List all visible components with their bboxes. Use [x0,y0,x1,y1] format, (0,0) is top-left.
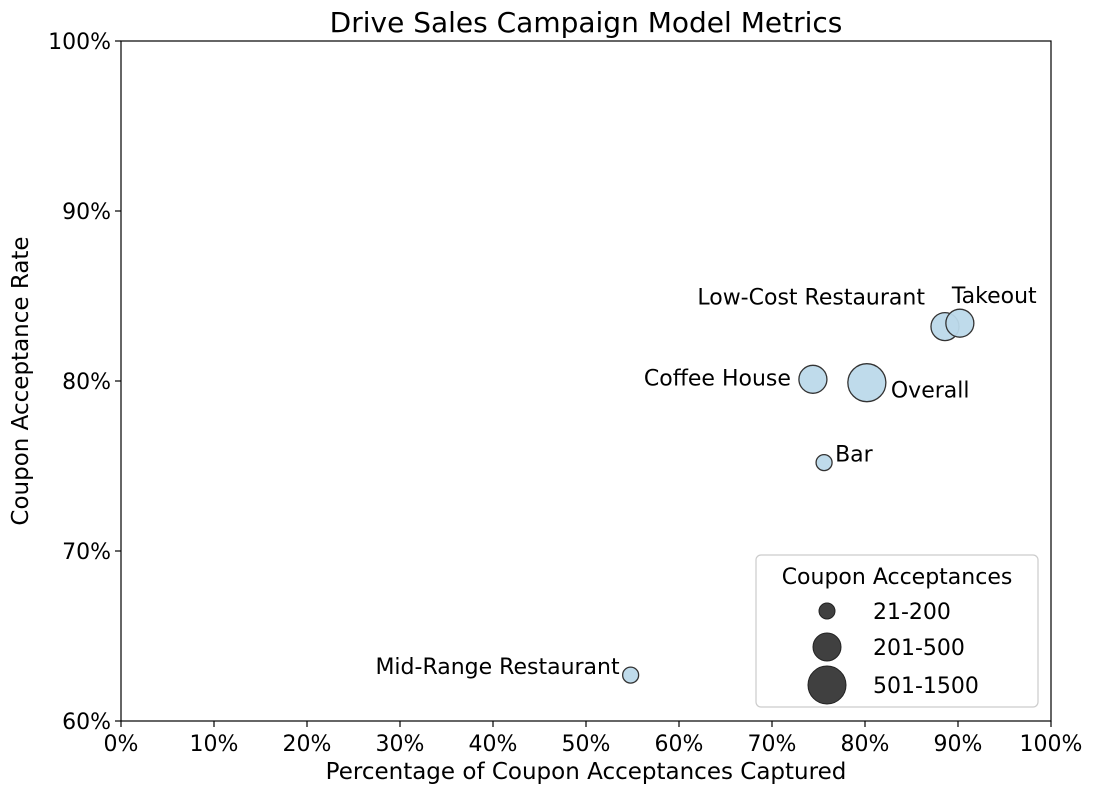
x-tick-label: 60% [655,732,704,757]
y-tick-label: 90% [62,200,111,225]
x-tick-label: 0% [104,732,139,757]
legend-entries: 21-200 201-500 501-1500 [807,600,979,705]
legend-marker [818,602,836,620]
data-points: Low-Cost Restaurant Takeout Coffee House Ov… [375,284,1037,684]
legend-label: 21-200 [873,600,951,625]
y-tick-label: 60% [62,710,111,735]
point-label: Low-Cost Restaurant [697,286,925,311]
x-axis-title: Percentage of Coupon Acceptances Capture… [326,759,847,785]
y-tick-label: 80% [62,370,111,395]
point-label: Bar [835,443,874,468]
x-tick-label: 90% [934,732,983,757]
legend-title: Coupon Acceptances [782,565,1013,590]
legend-marker [812,632,842,662]
data-point-coffee-house [798,364,828,394]
y-axis-title: Coupon Acceptance Rate [8,236,34,525]
y-axis: 60% 70% 80% 90% 100% [48,30,121,735]
legend: Coupon Acceptances 21-200 201-500 501-1500 [755,554,1039,708]
legend-label: 201-500 [873,636,965,661]
x-tick-label: 30% [376,732,425,757]
x-tick-label: 80% [841,732,890,757]
point-label: Mid-Range Restaurant [375,655,620,680]
x-tick-label: 20% [283,732,332,757]
data-point-mid-range-restaurant [621,666,640,684]
data-point-overall [847,363,887,403]
data-point-bar [815,453,833,472]
chart-title: Drive Sales Campaign Model Metrics [330,6,843,39]
y-tick-label: 100% [48,30,111,55]
legend-marker [807,665,847,705]
x-tick-label: 50% [562,732,611,757]
x-tick-label: 40% [469,732,518,757]
x-tick-label: 100% [1020,732,1083,757]
point-label: Overall [891,379,970,404]
point-label: Takeout [951,284,1037,309]
x-tick-label: 10% [190,732,239,757]
y-tick-label: 70% [62,540,111,565]
x-tick-label: 70% [748,732,797,757]
point-label: Coffee House [644,366,791,391]
legend-label: 501-1500 [873,674,979,699]
x-axis: 0% 10% 20% 30% 40% 50% 60% 70% 80% 90% 100% [104,721,1083,757]
data-point-takeout [945,308,975,338]
